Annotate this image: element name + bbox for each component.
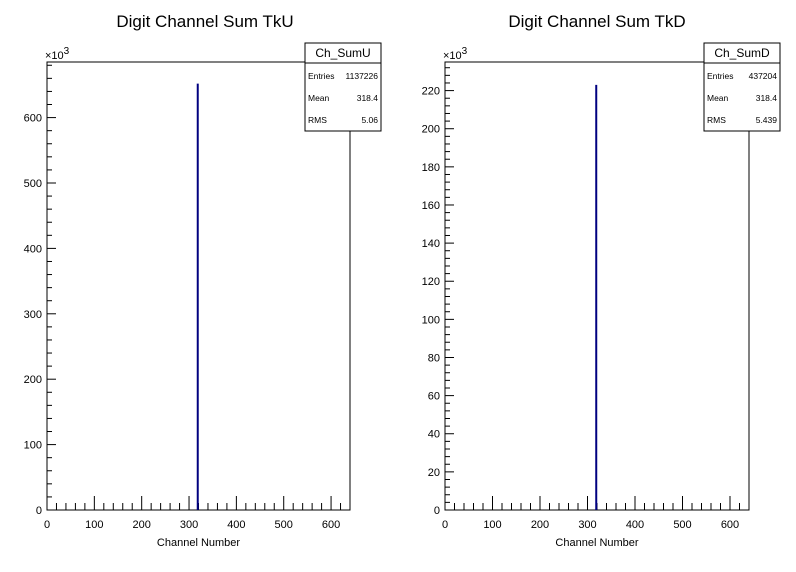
y-tick-label: 60 [428,391,440,403]
chart-title: Digit Channel Sum TkD [508,12,685,31]
stats-box [304,42,382,132]
y-tick-label: 40 [428,429,440,441]
y-tick-label: 600 [24,113,42,125]
stats-label: Entries [707,71,733,81]
y-tick-label: 160 [422,200,440,212]
stats-label: Mean [707,93,729,103]
stats-name: Ch_SumU [315,46,370,60]
stats-value: 318.4 [756,93,778,103]
y-tick-label: 0 [434,505,440,517]
y-tick-label: 80 [428,352,440,364]
x-axis-title: Channel Number [555,537,638,549]
x-tick-label: 300 [180,519,198,531]
y-axis-multiplier: ×103 [45,46,70,62]
x-tick-label: 200 [133,519,151,531]
stats-value: 5.439 [756,115,778,125]
x-tick-label: 600 [721,519,739,531]
y-tick-label: 200 [422,124,440,136]
x-tick-label: 400 [227,519,245,531]
chart-title: Digit Channel Sum TkU [116,12,293,31]
y-tick-label: 400 [24,243,42,255]
stats-name: Ch_SumD [714,46,770,60]
y-tick-label: 120 [422,276,440,288]
x-tick-label: 0 [442,519,448,531]
stats-value: 5.06 [361,115,378,125]
y-tick-label: 200 [24,374,42,386]
y-tick-label: 500 [24,178,42,190]
y-tick-label: 20 [428,467,440,479]
x-tick-label: 500 [673,519,691,531]
y-tick-label: 180 [422,162,440,174]
x-tick-label: 100 [483,519,501,531]
histogram-panel-tku: Digit Channel Sum TkU 0 100 200 300 400 500 600… [24,12,382,549]
y-tick-label: 300 [24,309,42,321]
stats-value: 318.4 [357,93,379,103]
y-tick-label: 100 [24,440,42,452]
x-tick-label: 200 [531,519,549,531]
y-tick-label: 140 [422,238,440,250]
y-tick-label: 100 [422,314,440,326]
x-tick-label: 0 [44,519,50,531]
y-axis-multiplier: ×103 [443,46,468,62]
stats-box [703,42,781,132]
x-tick-label: 400 [626,519,644,531]
x-tick-label: 500 [275,519,293,531]
stats-value: 437204 [749,71,778,81]
stats-label: RMS [707,115,726,125]
x-tick-label: 100 [85,519,103,531]
x-tick-label: 300 [578,519,596,531]
x-tick-label: 600 [322,519,340,531]
stats-value: 1137226 [346,71,379,81]
x-axis-title: Channel Number [157,537,240,549]
y-tick-label: 220 [422,86,440,98]
stats-label: Entries [308,71,334,81]
stats-label: RMS [308,115,327,125]
stats-label: Mean [308,93,330,103]
y-tick-label: 0 [36,505,42,517]
